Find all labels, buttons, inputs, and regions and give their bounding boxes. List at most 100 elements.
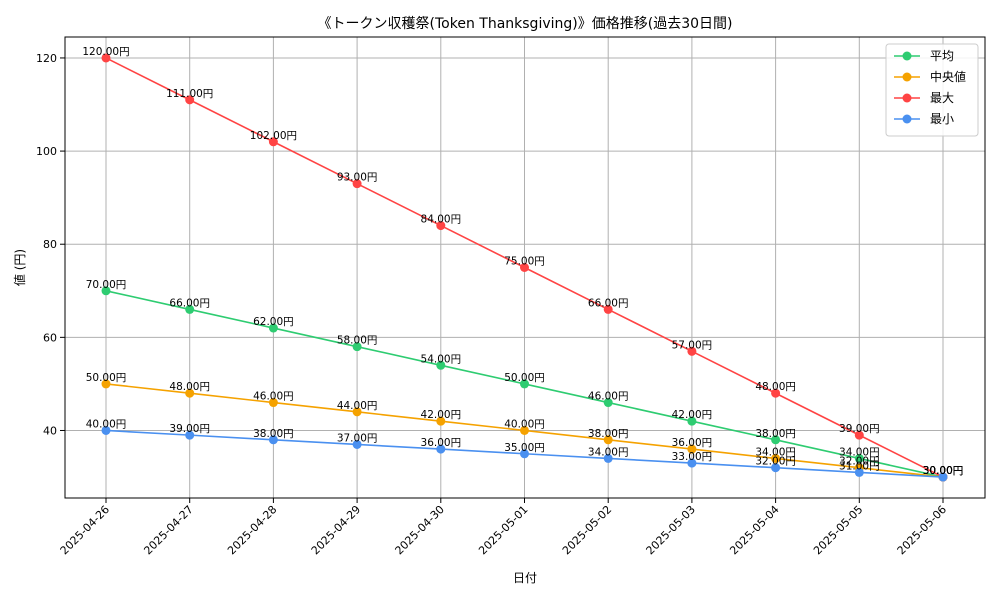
data-point — [687, 444, 697, 454]
data-label: 40.00円 — [504, 418, 545, 430]
data-point — [687, 346, 697, 356]
data-label: 58.00円 — [337, 335, 378, 347]
y-tick-label: 40 — [43, 424, 57, 437]
data-label: 48.00円 — [755, 381, 796, 393]
data-label: 42.00円 — [421, 409, 462, 421]
data-label: 50.00円 — [504, 372, 545, 384]
data-point — [436, 444, 446, 454]
data-label: 111.00円 — [166, 88, 213, 100]
data-point — [185, 95, 195, 105]
data-point — [854, 430, 864, 440]
data-point — [436, 221, 446, 231]
data-label: 40.00円 — [86, 418, 127, 430]
data-label: 93.00円 — [337, 172, 378, 184]
data-point — [185, 304, 195, 314]
data-point — [603, 453, 613, 463]
data-label: 50.00円 — [86, 372, 127, 384]
series-最小 — [101, 425, 948, 482]
data-label: 30.00円 — [923, 465, 964, 477]
data-label: 48.00円 — [169, 381, 210, 393]
data-label: 120.00円 — [82, 46, 129, 58]
data-label: 38.00円 — [755, 428, 796, 440]
series-中央値 — [101, 379, 948, 482]
legend-box — [885, 43, 979, 137]
data-point — [687, 416, 697, 426]
legend-label: 中央値 — [930, 69, 966, 84]
data-label: 38.00円 — [253, 428, 294, 440]
legend-swatch-marker — [902, 93, 912, 103]
legend-label: 最小 — [930, 112, 954, 126]
data-label: 30.00円 — [923, 465, 964, 477]
data-point — [352, 407, 362, 417]
legend-swatch-marker — [902, 72, 912, 82]
data-point — [520, 379, 529, 389]
data-point — [268, 137, 278, 147]
data-label: 75.00円 — [504, 256, 545, 268]
data-point — [520, 449, 529, 459]
data-point — [352, 342, 362, 352]
data-point — [603, 398, 613, 408]
legend-swatch-marker — [902, 114, 912, 124]
data-label: 34.00円 — [839, 446, 880, 458]
data-point — [603, 435, 613, 445]
data-point — [352, 179, 362, 189]
data-label: 35.00円 — [504, 442, 545, 454]
data-point — [436, 416, 446, 426]
series-layer — [101, 53, 948, 482]
y-tick-label: 60 — [43, 331, 57, 344]
label-layer: 70.00円 66.00円 62.00円 58.00円 54.00円 50.00円 46.0… — [82, 46, 963, 477]
series-平均 — [101, 286, 948, 482]
data-point — [436, 360, 446, 370]
y-tick-label: 120 — [36, 52, 57, 65]
data-label: 36.00円 — [672, 437, 713, 449]
data-point — [268, 435, 278, 445]
data-point — [938, 472, 948, 482]
y-tick-label: 100 — [36, 145, 57, 158]
data-point — [603, 304, 613, 314]
data-label: 42.00円 — [672, 409, 713, 421]
data-point — [101, 379, 111, 389]
data-point — [268, 398, 278, 408]
data-point — [101, 286, 111, 296]
data-label: 32.00円 — [839, 456, 880, 468]
data-point — [101, 53, 111, 63]
data-point — [687, 458, 697, 468]
data-point — [771, 388, 781, 398]
data-label: 62.00円 — [253, 316, 294, 328]
data-point — [771, 453, 781, 463]
data-label: 46.00円 — [253, 391, 294, 403]
grid-layer — [65, 37, 985, 498]
data-label: 39.00円 — [169, 423, 210, 435]
data-point — [268, 323, 278, 333]
data-label: 39.00円 — [839, 423, 880, 435]
data-label: 70.00円 — [86, 279, 127, 291]
data-point — [101, 425, 111, 435]
data-label: 34.00円 — [588, 446, 629, 458]
data-point — [520, 263, 529, 272]
data-label: 57.00円 — [672, 339, 713, 351]
y-axis-label: 値 (円) — [12, 249, 27, 286]
data-label: 102.00円 — [250, 130, 297, 142]
data-label: 30.00円 — [923, 465, 964, 477]
data-label: 36.00円 — [421, 437, 462, 449]
legend-label: 最大 — [930, 91, 954, 105]
data-label: 33.00円 — [672, 451, 713, 463]
data-label: 44.00円 — [337, 400, 378, 412]
data-point — [185, 430, 195, 440]
data-point — [520, 425, 529, 435]
x-axis-label: 日付 — [513, 571, 537, 585]
chart-title: 《トークン収穫祭(Token Thanksgiving)》価格推移(過去30日間… — [318, 16, 733, 32]
data-point — [771, 463, 781, 473]
data-label: 46.00円 — [588, 391, 629, 403]
data-label: 66.00円 — [588, 297, 629, 309]
legend-swatch-marker — [902, 51, 912, 61]
legend-label: 平均 — [930, 49, 954, 63]
data-label: 30.00円 — [923, 465, 964, 477]
data-point — [185, 388, 195, 398]
data-label: 66.00円 — [169, 297, 210, 309]
data-label: 34.00円 — [755, 446, 796, 458]
